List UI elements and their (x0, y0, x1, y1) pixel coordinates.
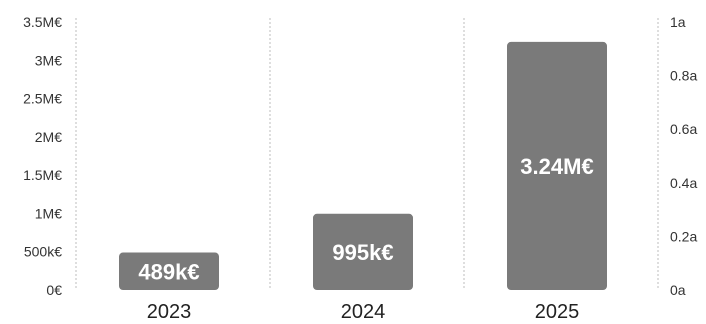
y2-tick-label: 0.4a (670, 175, 697, 191)
gridlines (75, 18, 659, 290)
y2-tick-label: 0a (670, 282, 686, 298)
y-tick-label: 2M€ (35, 129, 62, 145)
x-axis: 2023 2024 2025 (147, 301, 580, 323)
data-label-2025: 3.24M€ (520, 154, 593, 179)
bars: 489k€ 995k€ 3.24M€ (119, 41, 607, 291)
y2-tick-label: 0.2a (670, 228, 697, 244)
y-tick-label: 1M€ (35, 205, 62, 221)
x-tick-label-2023: 2023 (147, 301, 192, 323)
y2-tick-label: 0.8a (670, 68, 697, 84)
data-label-2023: 489k€ (138, 259, 199, 284)
bar-2025 (507, 41, 607, 291)
y-axis-right: 0a 0.2a 0.4a 0.6a 0.8a 1a (670, 14, 697, 298)
y-tick-label: 2.5M€ (23, 91, 62, 107)
y-axis-left: 0€ 500k€ 1M€ 1.5M€ 2M€ 2.5M€ 3M€ 3.5M€ (23, 14, 62, 298)
y-tick-label: 500k€ (24, 244, 62, 260)
bar-2023 (119, 252, 219, 290)
y-tick-label: 3M€ (35, 52, 62, 68)
y2-tick-label: 1a (670, 14, 686, 30)
x-tick-label-2024: 2024 (341, 301, 386, 323)
x-tick-label-2025: 2025 (535, 301, 580, 323)
y-tick-label: 0€ (46, 282, 62, 298)
y2-tick-label: 0.6a (670, 121, 697, 137)
bar-2024 (313, 213, 413, 290)
data-label-2024: 995k€ (332, 240, 393, 265)
y-tick-label: 3.5M€ (23, 14, 62, 30)
y-tick-label: 1.5M€ (23, 167, 62, 183)
